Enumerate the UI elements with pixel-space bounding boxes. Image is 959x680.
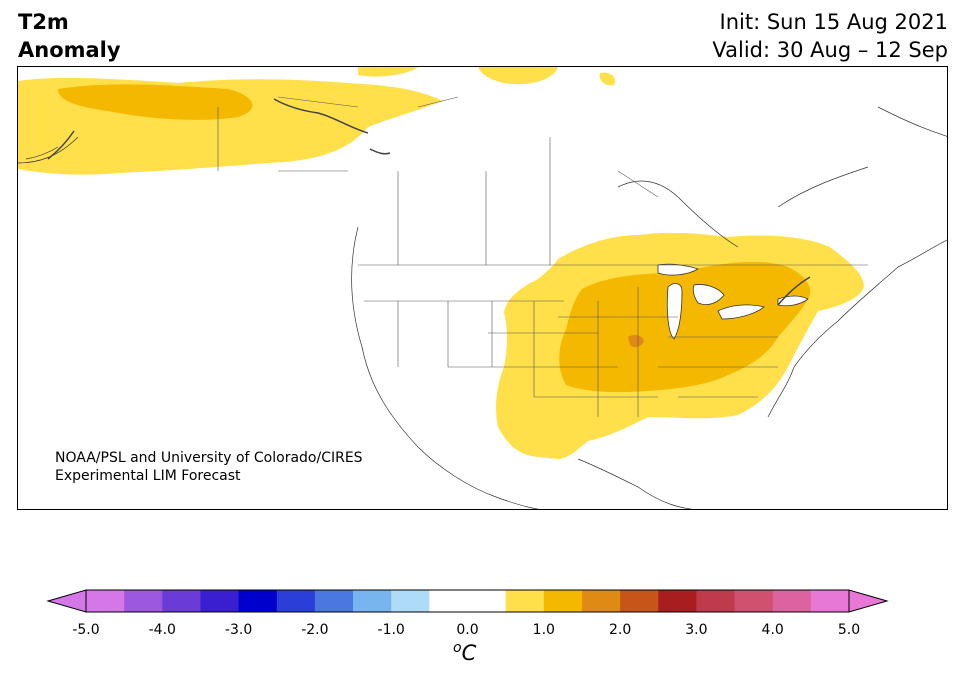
colorbar-bin xyxy=(505,590,545,612)
title-line-2: Anomaly xyxy=(18,38,121,62)
rivers xyxy=(47,98,811,306)
credit-line-1: NOAA/PSL and University of Colorado/CIRE… xyxy=(55,450,363,466)
colorbar-tick-label: 2.0 xyxy=(608,622,632,638)
credit-text: NOAA/PSL and University of Colorado/CIRE… xyxy=(55,449,363,485)
colorbar-bin xyxy=(86,590,125,612)
title-line-1: T2m xyxy=(18,10,69,34)
colorbar-tick-label: 5.0 xyxy=(837,622,861,638)
unit-degree: o xyxy=(453,640,462,656)
colorbar-bin xyxy=(391,590,430,612)
colorbar-bin xyxy=(238,590,278,612)
colorbar-tick-label: 4.0 xyxy=(761,622,784,638)
unit-label: oC xyxy=(453,640,476,665)
colorbar-bins xyxy=(86,590,850,612)
colorbar-bin xyxy=(620,590,659,612)
colorbar-extend-min xyxy=(46,589,87,613)
colorbar-bin xyxy=(276,590,316,612)
colorbar-bin xyxy=(124,590,163,612)
colorbar-bin xyxy=(353,590,392,612)
colorbar-tick-label: -3.0 xyxy=(224,622,253,638)
colorbar-tick-label: 1.0 xyxy=(532,622,555,638)
colorbar-tick-label: 3.0 xyxy=(685,622,708,638)
valid-period: Valid: 30 Aug – 12 Sep xyxy=(712,38,948,62)
map-title: T2m Anomaly xyxy=(18,8,121,64)
colorbar-frame xyxy=(85,589,850,613)
init-date: Init: Sun 15 Aug 2021 xyxy=(719,10,948,34)
great-lakes xyxy=(657,263,809,340)
colorbar-bin xyxy=(314,590,354,612)
unit-letter: C xyxy=(461,641,477,665)
colorbar-tick-label: -1.0 xyxy=(377,622,405,638)
colorbar-bin xyxy=(581,590,621,612)
anomaly-region-east-orange xyxy=(559,261,811,393)
colorbar-tick-label: 0.0 xyxy=(456,622,479,638)
anomaly-region-alaska-orange xyxy=(58,84,253,120)
colorbar-bin xyxy=(467,590,507,612)
credit-line-2: Experimental LIM Forecast xyxy=(55,468,241,484)
colorbar-bin xyxy=(696,590,736,612)
anomaly-region-east-dark xyxy=(628,334,644,348)
colorbar-tick-label: -2.0 xyxy=(301,622,329,638)
colorbar-bin xyxy=(810,590,850,612)
colorbar-bin xyxy=(658,590,697,612)
colorbar-bin xyxy=(734,590,774,612)
colorbar-extend-max xyxy=(848,589,889,613)
colorbar-bin xyxy=(543,590,583,612)
anomaly-map xyxy=(18,67,947,509)
state-borders xyxy=(217,96,868,417)
map-panel xyxy=(17,66,948,510)
forecast-dates: Init: Sun 15 Aug 2021 Valid: 30 Aug – 12… xyxy=(712,8,948,64)
colorbar-tick-label: -4.0 xyxy=(148,622,176,638)
coastlines xyxy=(18,106,947,509)
colorbar-bin xyxy=(772,590,812,612)
colorbar-bin xyxy=(200,590,240,612)
colorbar-bin xyxy=(429,590,468,612)
colorbar-bin xyxy=(162,590,201,612)
anomaly-region-arctic-islands xyxy=(358,67,616,86)
colorbar-tick-label: -5.0 xyxy=(72,622,100,638)
